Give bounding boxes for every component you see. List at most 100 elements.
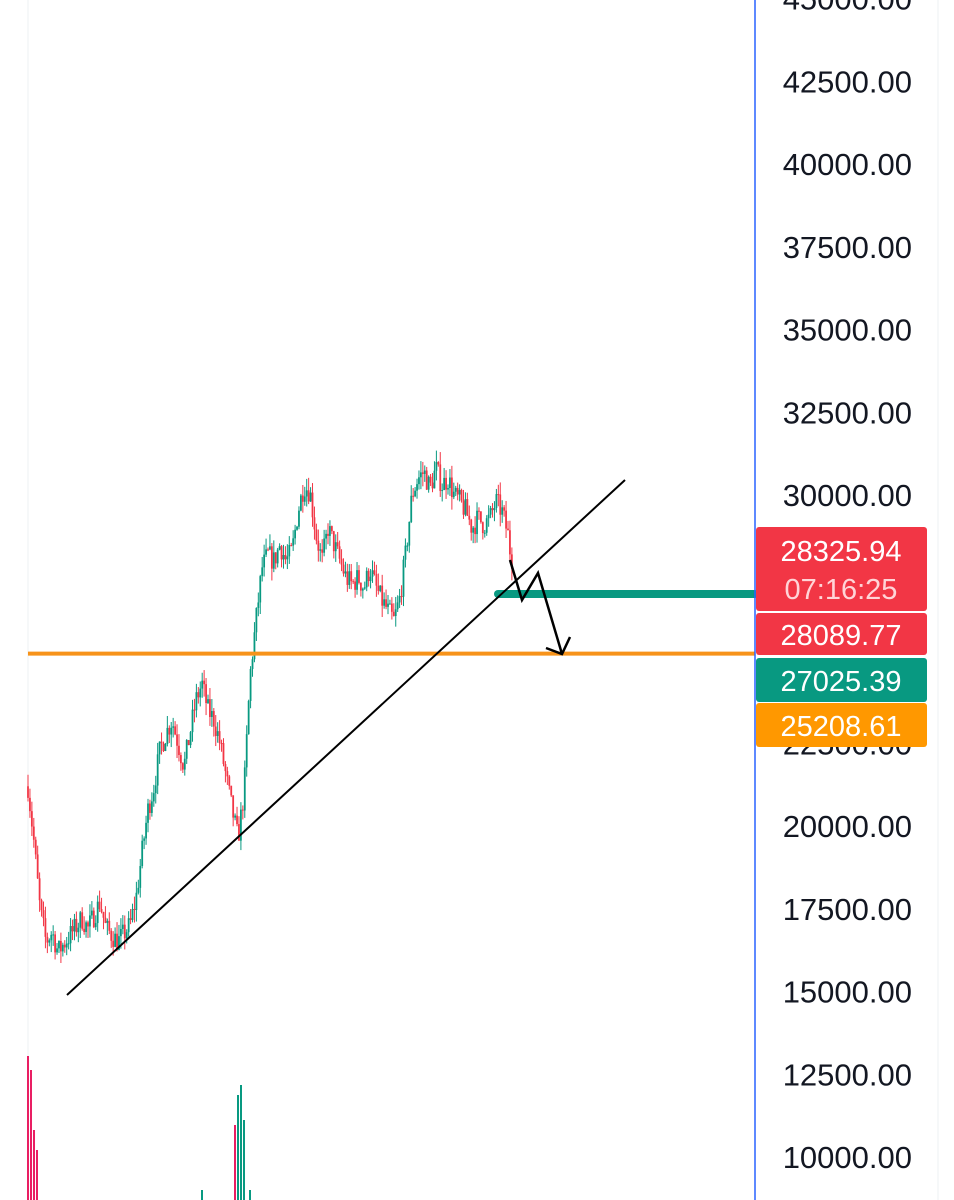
candle-body (294, 529, 296, 539)
candle-body (38, 878, 41, 901)
candle-body (346, 571, 349, 585)
candle-body (276, 549, 279, 564)
candle-body (267, 549, 269, 551)
candle-body (383, 599, 386, 606)
candle-body (315, 529, 318, 541)
candle-body (288, 545, 291, 557)
candle-body (348, 571, 351, 585)
candle-body (139, 865, 142, 888)
candle-body (387, 603, 389, 607)
candle-body (181, 763, 184, 770)
candle-body (164, 743, 167, 751)
candle-body (290, 545, 293, 547)
candle-body (305, 490, 308, 497)
candle-body (487, 514, 490, 519)
candle-body (230, 785, 233, 796)
candle-body (338, 546, 341, 559)
candle-body (491, 508, 494, 511)
candle-body (46, 936, 49, 943)
candle-body (100, 909, 103, 912)
price-badge (756, 703, 927, 747)
candle-body (145, 822, 147, 839)
candle-body (108, 920, 111, 931)
candle-body (89, 915, 91, 927)
price-badge-countdown: 07:16:25 (785, 574, 898, 606)
candle-body (410, 495, 413, 522)
candle-body (216, 731, 219, 736)
candle-body (226, 771, 229, 777)
candle-body (44, 918, 47, 937)
candle-body (394, 609, 397, 617)
candle-body (449, 477, 451, 488)
price-axis[interactable]: 45000.00 42500.00 40000.00 37500.00 35000.00… (783, 0, 912, 1175)
candle-body (183, 758, 186, 770)
candle-body (158, 741, 161, 755)
candle-body (367, 570, 370, 582)
candle-body (282, 555, 285, 560)
candle-body (63, 944, 66, 948)
candle-body (259, 576, 262, 603)
candle-body (352, 581, 355, 583)
candle-body (34, 839, 37, 855)
y-tick-label: 35000.00 (783, 313, 912, 348)
volume-bar (30, 1070, 32, 1200)
candle-body (249, 668, 252, 701)
candle-body (189, 732, 192, 746)
candle-body (356, 570, 358, 590)
candle-body (220, 743, 223, 745)
candle-body (327, 533, 329, 536)
volume-bar (243, 1120, 245, 1200)
candle-body (251, 659, 254, 669)
projection-arrow[interactable] (508, 559, 564, 655)
candle-body (365, 570, 368, 588)
candle-body (201, 680, 204, 689)
candle-body (319, 549, 322, 551)
candle-body (342, 564, 345, 574)
candle-body (377, 585, 380, 591)
candle-body (257, 602, 260, 608)
price-badge (756, 658, 927, 702)
candle-body (296, 526, 298, 530)
candle-body (303, 496, 306, 502)
candle-body (373, 570, 376, 575)
y-tick-label: 40000.00 (783, 147, 912, 182)
candle-body (344, 571, 347, 574)
y-tick-label: 45000.00 (783, 0, 912, 17)
candle-body (497, 494, 500, 496)
candle-body (265, 549, 267, 555)
candle-body (435, 462, 438, 471)
candle-body (65, 943, 68, 948)
candle-body (212, 711, 215, 727)
volume-bar (33, 1130, 35, 1200)
candle-body (92, 910, 95, 928)
candle-body (340, 558, 343, 565)
y-tick-label: 30000.00 (783, 478, 912, 513)
ascending-trendline[interactable] (66, 479, 626, 996)
candle-body (375, 574, 378, 586)
price-badge (756, 527, 927, 611)
candle-body (40, 900, 43, 911)
candle-body (292, 538, 295, 546)
candle-body (363, 587, 366, 589)
candle-body (81, 912, 84, 929)
candle-body (137, 887, 140, 893)
candle-body (67, 943, 70, 945)
candle-body (50, 934, 53, 941)
candle-body (445, 477, 447, 490)
volume-bars (27, 1056, 251, 1200)
candle-body (495, 494, 498, 509)
candle-body (332, 531, 335, 552)
candle-body (360, 582, 362, 591)
candle-body (112, 940, 115, 947)
candle-body (106, 920, 109, 923)
candle-body (412, 495, 415, 497)
candle-body (48, 940, 51, 943)
candle-body (429, 476, 432, 483)
candle-body (510, 554, 513, 569)
candle-body (210, 711, 213, 717)
candle-body (222, 743, 225, 764)
candle-body (56, 948, 58, 953)
candle-body (307, 490, 310, 502)
